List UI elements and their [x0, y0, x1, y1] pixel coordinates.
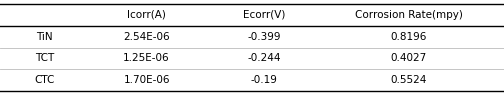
Text: CTC: CTC: [34, 75, 54, 85]
Text: 2.54E-06: 2.54E-06: [123, 32, 170, 42]
Text: Icorr(A): Icorr(A): [127, 10, 166, 20]
Text: 0.4027: 0.4027: [391, 53, 427, 63]
Text: 0.5524: 0.5524: [391, 75, 427, 85]
Text: -0.399: -0.399: [247, 32, 281, 42]
Text: -0.244: -0.244: [247, 53, 281, 63]
Text: 1.25E-06: 1.25E-06: [123, 53, 170, 63]
Text: 1.70E-06: 1.70E-06: [123, 75, 170, 85]
Text: -0.19: -0.19: [250, 75, 278, 85]
Text: Corrosion Rate(mpy): Corrosion Rate(mpy): [355, 10, 463, 20]
Text: TiN: TiN: [36, 32, 52, 42]
Text: Ecorr(V): Ecorr(V): [243, 10, 285, 20]
Text: 0.8196: 0.8196: [391, 32, 427, 42]
Text: TCT: TCT: [35, 53, 54, 63]
